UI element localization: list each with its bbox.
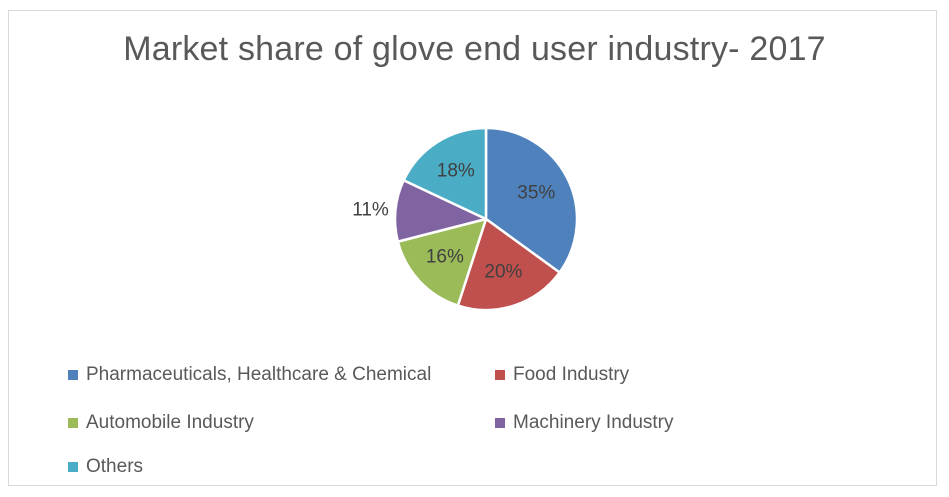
legend-swatch — [68, 370, 78, 380]
data-label-machinery-industry: 11% — [352, 199, 389, 220]
legend-swatch — [495, 418, 505, 428]
legend-item-automobile-industry: Automobile Industry — [68, 412, 254, 434]
pie-slice-automobile-industry — [396, 217, 488, 307]
pie-slice-pharmaceuticals — [484, 126, 579, 274]
legend-swatch — [68, 462, 78, 472]
data-label-others: 18% — [437, 160, 475, 181]
legend-item-food-industry: Food Industry — [495, 364, 629, 386]
legend-item-others: Others — [68, 456, 143, 478]
legend-item-machinery-industry: Machinery Industry — [495, 412, 674, 434]
pie-labels: 35% 20% 16% 11% 18% — [352, 160, 555, 282]
data-label-automobile-industry: 16% — [426, 247, 464, 268]
legend-swatch — [68, 418, 78, 428]
pie-slice-others — [402, 126, 488, 221]
legend-swatch — [495, 370, 505, 380]
pie-slices — [393, 126, 579, 312]
legend-label: Food Industry — [513, 364, 630, 385]
legend-item-pharmaceuticals: Pharmaceuticals, Healthcare & Chemical — [68, 364, 431, 386]
legend-label: Others — [86, 456, 144, 477]
legend-label: Pharmaceuticals, Healthcare & Chemical — [86, 364, 432, 385]
legend-label: Machinery Industry — [513, 412, 674, 433]
data-label-pharmaceuticals: 35% — [517, 182, 555, 203]
legend-label: Automobile Industry — [86, 412, 254, 433]
pie-slice-food-industry — [456, 217, 561, 312]
data-label-food-industry: 20% — [484, 262, 522, 283]
chart-title: Market share of glove end user industry-… — [123, 30, 826, 68]
